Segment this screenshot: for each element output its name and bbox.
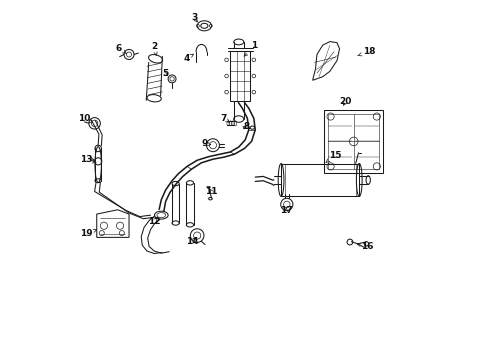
Text: 9: 9 [201, 139, 210, 148]
Text: 15: 15 [325, 151, 341, 163]
Text: 8: 8 [243, 122, 249, 131]
Text: 17: 17 [279, 206, 292, 215]
Text: 13: 13 [80, 155, 96, 164]
Text: 14: 14 [186, 237, 199, 246]
Text: 12: 12 [147, 217, 160, 226]
Text: 18: 18 [357, 47, 375, 56]
Text: 16: 16 [357, 242, 373, 251]
Text: 11: 11 [205, 187, 217, 196]
Text: 1: 1 [244, 41, 257, 56]
Text: 6: 6 [115, 44, 126, 54]
Text: 4: 4 [183, 54, 193, 63]
Text: 3: 3 [191, 13, 197, 22]
Text: 2: 2 [151, 42, 157, 55]
Text: 20: 20 [339, 97, 351, 106]
Text: 19: 19 [80, 229, 97, 238]
Text: 7: 7 [220, 114, 229, 123]
Text: 10: 10 [78, 114, 93, 123]
Text: 5: 5 [162, 69, 168, 78]
